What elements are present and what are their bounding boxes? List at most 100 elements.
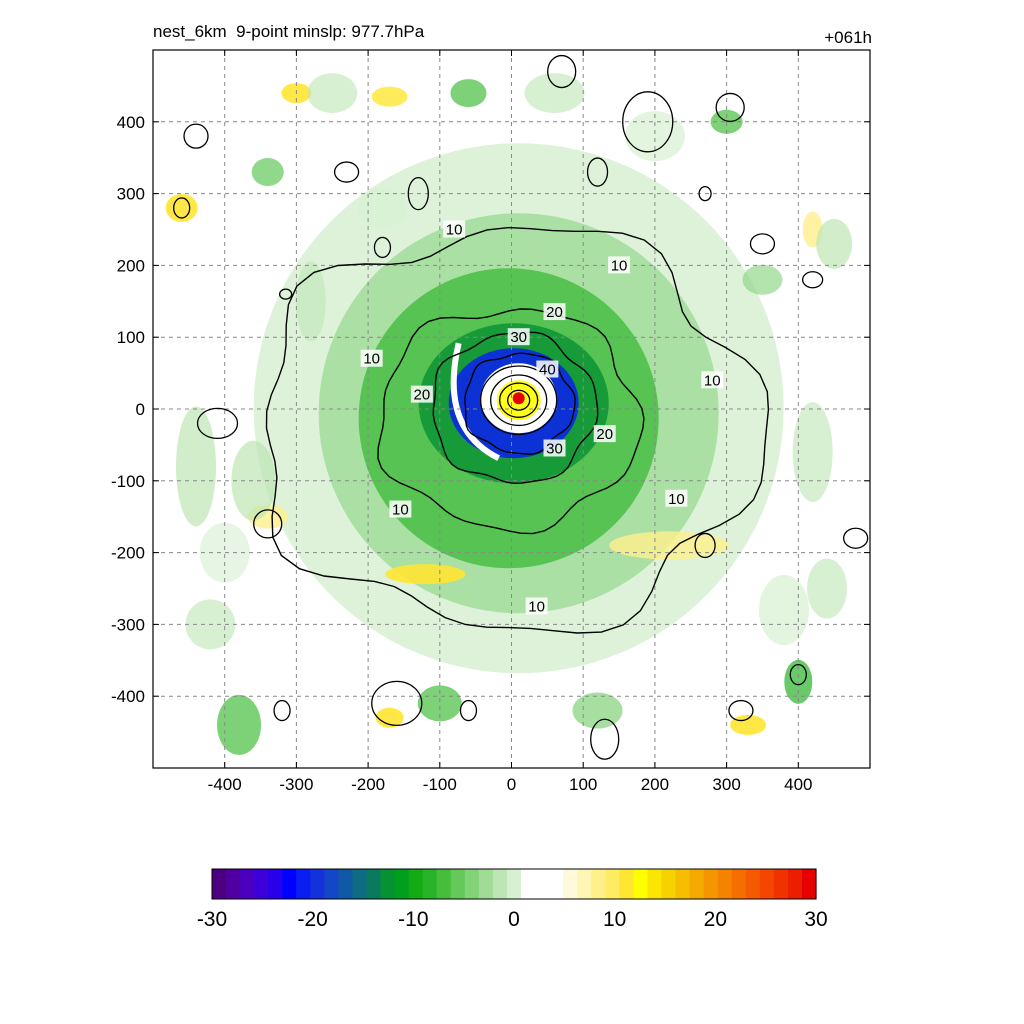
colorbar-swatch [661,869,677,899]
contour-small [547,54,577,89]
shading-patch [792,402,833,503]
shading-patch [385,564,466,585]
colorbar-tick-label: 30 [804,908,827,931]
contour-label: 20 [596,426,613,443]
contour-small [253,509,283,539]
shading-patch [176,406,217,527]
colorbar-tick-label: 10 [603,908,626,931]
contour-label-bg [389,500,412,518]
colorbar-swatch [338,869,354,899]
colorbar-swatch [282,869,297,899]
contour-label-bg [525,597,548,615]
y-tick-label: -100 [111,472,145,491]
storm-center-marker [512,392,525,405]
colorbar-swatch [268,869,283,899]
contour-small [196,407,239,440]
contour-label: 10 [668,491,685,508]
contour-inner [490,374,548,427]
colorbar-swatch [549,869,564,899]
colorbar-swatch [745,869,761,899]
contour-label-bg [410,385,433,403]
colorbar-swatch [703,869,719,899]
y-tick-label: 0 [136,400,145,419]
contour-label: 10 [446,222,463,239]
colorbar-swatch [450,869,466,899]
colorbar-swatch [366,869,382,899]
colorbar-ticks: -30 -20 -10 0 10 20 30 [197,908,828,931]
y-tick-label: 400 [117,113,145,132]
shading-patch [524,73,585,114]
x-tick-label: 300 [712,775,740,794]
contour-small [694,532,716,559]
colorbar-swatch [521,869,536,899]
contour-inner [499,382,539,418]
contour-small [590,718,620,760]
colorbar-swatch [717,869,733,899]
shading-patch [231,440,276,521]
shading-patch [165,193,198,222]
colorbar-swatch [408,869,424,899]
contour-label-bg [665,489,688,507]
wind-field-shading [165,73,853,755]
colorbar-swatch [563,869,578,899]
colorbar-swatch [240,869,255,899]
colorbar-swatch [394,869,410,899]
y-tick-label: 300 [117,185,145,204]
colorbar-swatch [591,869,606,899]
contour-inner [480,365,558,436]
colorbar-swatch [619,869,634,899]
colorbar-swatch [478,869,494,899]
colorbar [211,868,817,900]
x-tick-label: -200 [351,775,385,794]
shading-patch [357,187,408,228]
contour-small [373,236,392,259]
contour-small [843,527,869,549]
x-tick-label: -400 [208,775,242,794]
contour-small [407,176,429,211]
colorbar-swatch [675,869,691,899]
contour-label: 40 [539,362,556,379]
contour-small [273,699,291,722]
shading-patch [806,558,847,619]
shading-patch [295,261,326,342]
y-tick-label: -400 [111,687,145,706]
colorbar-swatch [689,869,705,899]
y-tick-label: 200 [117,256,145,275]
colorbar-swatch [801,869,817,899]
contour-small [459,699,478,722]
colorbar-swatch [759,869,775,899]
contour-label: 10 [611,257,628,274]
contour-label-bg [443,220,466,238]
shading-patch [251,158,284,187]
shading-patch [417,685,462,722]
colorbar-swatch [436,869,452,899]
y-tick-label: -300 [111,615,145,634]
x-tick-label: 100 [569,775,597,794]
contour-inner [507,389,531,411]
shading-patch [217,694,262,755]
shading-patch [199,522,250,583]
contour-label: 20 [414,387,431,404]
shading-patch [758,575,809,646]
shading-patch [375,707,404,728]
colorbar-swatch [296,869,311,899]
contour-small [749,233,776,255]
x-tick-label: 0 [507,775,516,794]
contour-20 [377,308,645,535]
shading-patch [624,111,685,162]
shading-spiral-band [450,342,501,461]
shading-patch [307,73,358,114]
colorbar-frame [211,868,817,900]
contour-small [333,161,360,183]
colorbar-swatch [254,869,269,899]
contour-label: 10 [704,372,721,389]
colorbar-tick-label: -20 [297,908,327,931]
contour-label-bg [593,425,616,443]
colorbar-swatch [380,869,396,899]
contour-small [586,157,609,187]
x-tick-label: -300 [279,775,313,794]
contour-30 [432,331,599,485]
colorbar-swatch [352,869,368,899]
shading-patch [816,218,853,269]
colorbar-swatch [731,869,747,899]
